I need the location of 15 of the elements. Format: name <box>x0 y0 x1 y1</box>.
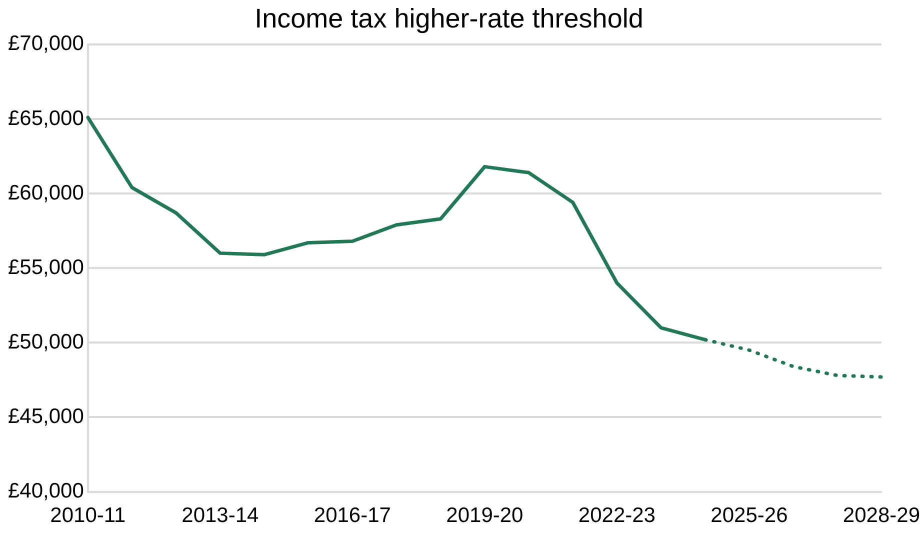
x-tick-label: 2028-29 <box>842 504 920 528</box>
y-tick-label: £40,000 <box>8 480 84 503</box>
x-tick-label: 2010-11 <box>50 504 126 528</box>
y-tick-label: £70,000 <box>8 32 84 56</box>
x-tick-label: 2025-26 <box>710 504 788 528</box>
y-tick-label: £55,000 <box>8 256 84 279</box>
y-tick-label: £65,000 <box>8 106 84 130</box>
x-tick-label: 2022-23 <box>578 504 656 528</box>
x-tick-label: 2013-14 <box>182 504 260 528</box>
x-tick-label: 2019-20 <box>446 504 524 528</box>
y-tick-label: £50,000 <box>8 330 84 354</box>
y-tick-label: £45,000 <box>8 405 84 428</box>
y-tick-label: £60,000 <box>8 181 84 204</box>
x-tick-label: 2016-17 <box>314 504 391 528</box>
chart-title: Income tax higher-rate threshold <box>254 4 644 34</box>
